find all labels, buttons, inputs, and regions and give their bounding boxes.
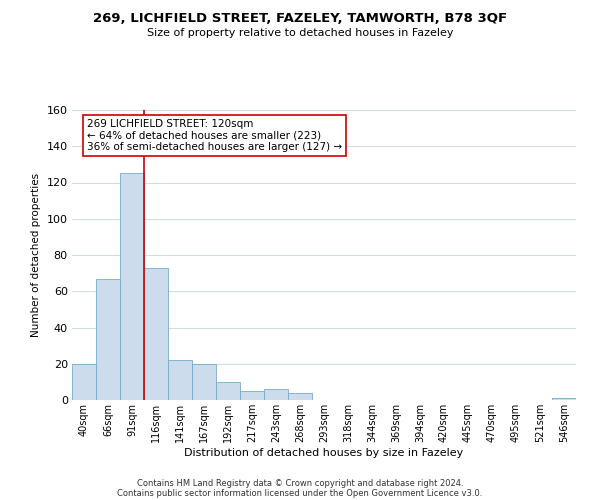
Bar — [168, 360, 192, 400]
Bar — [552, 398, 576, 400]
Text: 269 LICHFIELD STREET: 120sqm
← 64% of detached houses are smaller (223)
36% of s: 269 LICHFIELD STREET: 120sqm ← 64% of de… — [87, 118, 342, 152]
Bar — [72, 364, 96, 400]
Text: Contains HM Land Registry data © Crown copyright and database right 2024.: Contains HM Land Registry data © Crown c… — [137, 478, 463, 488]
Bar — [288, 393, 312, 400]
Text: 269, LICHFIELD STREET, FAZELEY, TAMWORTH, B78 3QF: 269, LICHFIELD STREET, FAZELEY, TAMWORTH… — [93, 12, 507, 26]
X-axis label: Distribution of detached houses by size in Fazeley: Distribution of detached houses by size … — [184, 448, 464, 458]
Bar — [192, 364, 216, 400]
Bar — [120, 174, 144, 400]
Bar — [240, 391, 264, 400]
Bar — [216, 382, 240, 400]
Bar — [144, 268, 168, 400]
Bar — [264, 389, 288, 400]
Y-axis label: Number of detached properties: Number of detached properties — [31, 173, 41, 337]
Bar — [96, 278, 120, 400]
Text: Contains public sector information licensed under the Open Government Licence v3: Contains public sector information licen… — [118, 488, 482, 498]
Text: Size of property relative to detached houses in Fazeley: Size of property relative to detached ho… — [147, 28, 453, 38]
